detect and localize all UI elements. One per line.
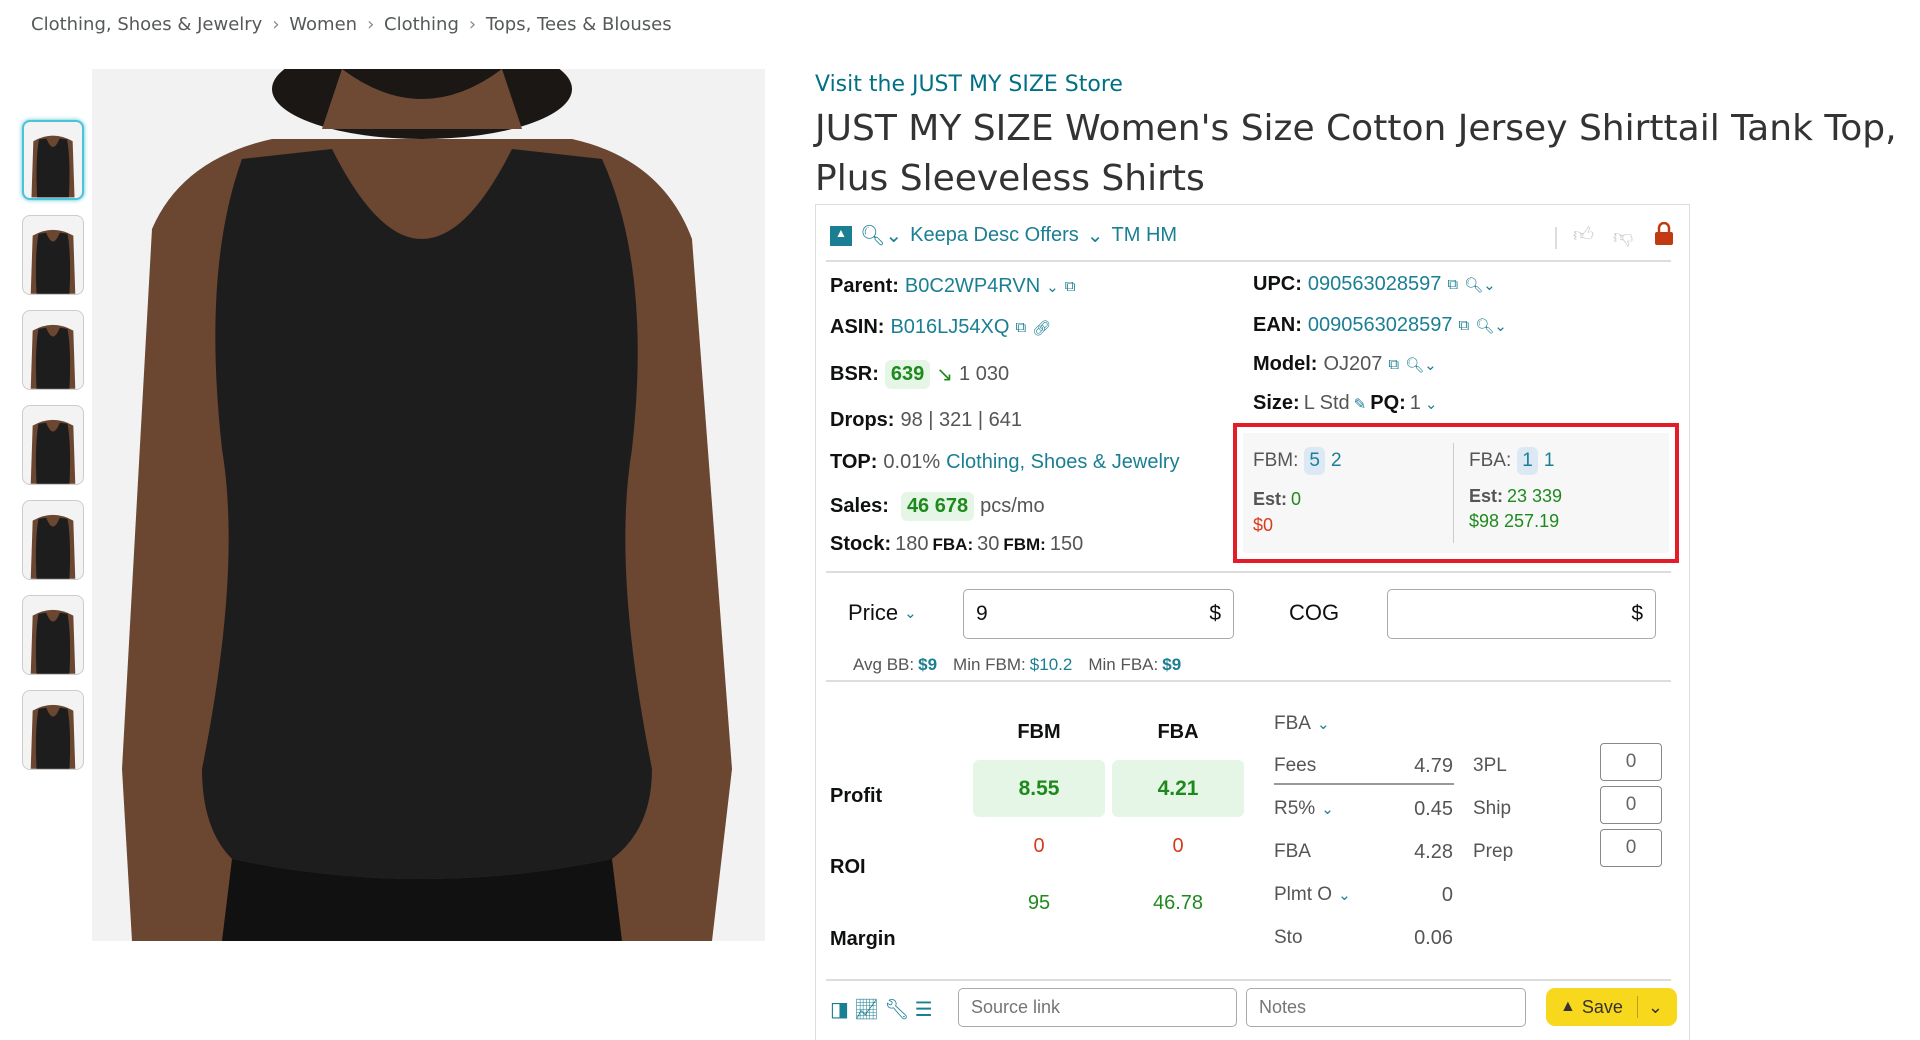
chevron-down-icon[interactable]: ⌄ bbox=[1046, 278, 1059, 296]
price-input[interactable]: 9 $ bbox=[963, 589, 1234, 639]
copy-icon[interactable]: ⧉ bbox=[1458, 317, 1470, 334]
thumbnail-image bbox=[30, 514, 76, 579]
ean-link[interactable]: 0090563028597 bbox=[1307, 314, 1453, 336]
search-dropdown-icon[interactable]: 🔍︎⌄ bbox=[1405, 356, 1437, 374]
thumbnail[interactable] bbox=[22, 310, 84, 390]
thumbnail-image bbox=[30, 419, 76, 484]
extra-cost-input[interactable]: 0 bbox=[1600, 743, 1662, 781]
copy-icon[interactable]: ⧉ bbox=[1447, 276, 1459, 293]
thumbnail-image bbox=[31, 135, 75, 198]
chart-icon[interactable]: 📈︎ bbox=[853, 999, 880, 1021]
edit-icon[interactable]: ✎ bbox=[1353, 395, 1367, 413]
breadcrumb: Clothing, Shoes & Jewelry › Women › Clothi… bbox=[31, 14, 672, 35]
copy-icon[interactable]: ⧉ bbox=[1064, 278, 1076, 295]
search-dropdown-icon[interactable]: 🔍︎⌄ bbox=[860, 225, 903, 247]
thumbnail-image bbox=[30, 324, 76, 389]
thumbs-up-icon[interactable]: 👍︎ bbox=[1573, 224, 1594, 246]
thumbnail-image bbox=[30, 229, 76, 294]
copy-icon[interactable]: ⧉ bbox=[1015, 319, 1027, 336]
breadcrumb-link[interactable]: Clothing bbox=[384, 14, 459, 35]
upc-link[interactable]: 090563028597 bbox=[1307, 273, 1442, 295]
breadcrumb-link[interactable]: Clothing, Shoes & Jewelry bbox=[31, 14, 263, 35]
copy-icon[interactable]: ⧉ bbox=[1388, 356, 1400, 373]
chevron-down-icon[interactable]: ⌄ bbox=[1424, 395, 1438, 413]
search-dropdown-icon[interactable]: 🔍︎⌄ bbox=[1475, 317, 1507, 335]
parent-asin-link[interactable]: B0C2WP4RVN bbox=[904, 275, 1041, 297]
product-photo bbox=[92, 69, 765, 941]
price-type-dropdown[interactable]: Price bbox=[848, 600, 899, 625]
thumbnail-image bbox=[30, 704, 76, 769]
sales-value: 46 678 bbox=[900, 492, 975, 521]
cog-input[interactable]: $ bbox=[1387, 589, 1656, 639]
search-dropdown-icon[interactable]: 🔍︎⌄ bbox=[1464, 276, 1496, 294]
breadcrumb-link[interactable]: Tops, Tees & Blouses bbox=[485, 14, 672, 35]
fee-row: Sto bbox=[1274, 927, 1303, 948]
collapse-icon[interactable]: ▲ bbox=[830, 225, 852, 246]
fee-mode-dropdown[interactable]: FBA bbox=[1274, 713, 1311, 734]
fee-row: R5% ⌄ bbox=[1274, 798, 1334, 819]
fee-row: Fees bbox=[1274, 755, 1317, 776]
save-button[interactable]: ▲ Save ⌄ bbox=[1546, 988, 1677, 1026]
chevron-down-icon[interactable]: ⌄ bbox=[1321, 801, 1334, 818]
store-link[interactable]: Visit the JUST MY SIZE Store bbox=[815, 72, 1123, 97]
panel-toolbar: ▲ 🔍︎⌄ Keepa Desc Offers ⌄ TM HM bbox=[830, 223, 1177, 248]
fee-row: FBA bbox=[1274, 841, 1311, 862]
thumbnail[interactable] bbox=[22, 405, 84, 485]
extra-cost-input[interactable]: 0 bbox=[1600, 786, 1662, 824]
product-image[interactable] bbox=[92, 69, 765, 941]
extra-cost-input[interactable]: 0 bbox=[1600, 829, 1662, 867]
profit-fbm: 8.55 bbox=[973, 760, 1105, 817]
toolbar-extra[interactable]: TM HM bbox=[1111, 224, 1178, 246]
asin-link[interactable]: B016LJ54XQ bbox=[890, 316, 1010, 338]
thumbnail[interactable] bbox=[22, 215, 84, 295]
category-link[interactable]: Clothing, Shoes & Jewelry bbox=[946, 451, 1180, 473]
lock-icon[interactable] bbox=[1654, 222, 1674, 246]
link-icon[interactable]: 🔗︎ bbox=[1032, 319, 1052, 337]
keepa-extension-panel: ▲ 🔍︎⌄ Keepa Desc Offers ⌄ TM HM 👍︎ 👎︎ Par… bbox=[815, 204, 1690, 1040]
list-icon[interactable]: ☰ bbox=[914, 999, 933, 1021]
sidebar-toggle-icon[interactable]: ◨ bbox=[830, 999, 849, 1021]
chevron-down-icon[interactable]: ⌄ bbox=[1338, 887, 1351, 904]
source-link-input[interactable] bbox=[958, 988, 1237, 1027]
thumbnail[interactable] bbox=[22, 120, 84, 200]
offers-highlight-box: FBM: 5 2 Est: 0 $0 FBA: 1 1 Est: 23 339 $98 25… bbox=[1233, 423, 1679, 563]
profit-fba: 4.21 bbox=[1112, 760, 1244, 817]
breadcrumb-link[interactable]: Women bbox=[289, 14, 358, 35]
product-title: JUST MY SIZE Women's Size Cotton Jersey … bbox=[815, 108, 1897, 199]
wrench-icon[interactable]: 🔧︎ bbox=[884, 999, 910, 1021]
thumbnail[interactable] bbox=[22, 500, 84, 580]
save-dropdown-icon[interactable]: ⌄ bbox=[1647, 996, 1663, 1017]
toolbar-links[interactable]: Keepa Desc Offers bbox=[910, 224, 1079, 246]
thumbnail[interactable] bbox=[22, 595, 84, 675]
thumbs-down-icon[interactable]: 👎︎ bbox=[1613, 226, 1634, 248]
bsr-value: 639 bbox=[884, 360, 931, 389]
notes-input[interactable] bbox=[1246, 988, 1526, 1027]
thumbnail-image bbox=[30, 609, 76, 674]
drive-icon: ▲ bbox=[1560, 998, 1576, 1015]
fee-row: Plmt O ⌄ bbox=[1274, 884, 1351, 905]
trend-down-icon: ↘ bbox=[936, 364, 954, 386]
thumbnail[interactable] bbox=[22, 690, 84, 770]
